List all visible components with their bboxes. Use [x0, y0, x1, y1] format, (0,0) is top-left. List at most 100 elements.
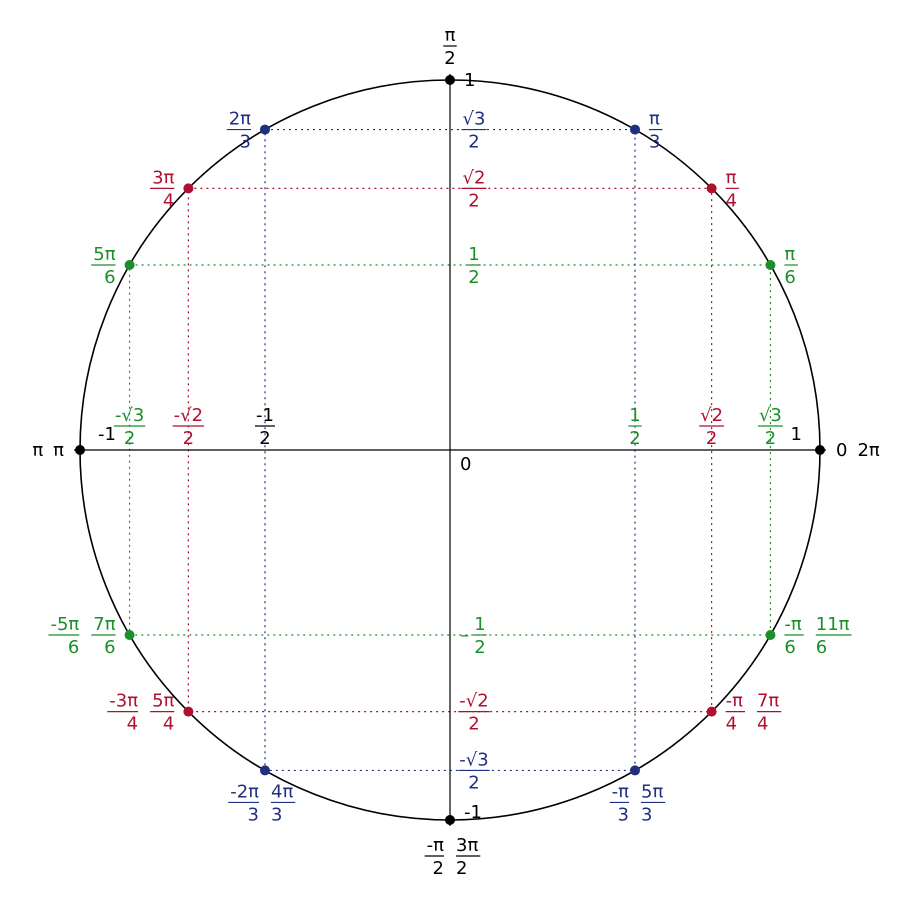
angle-frac: 4π3 — [271, 781, 295, 825]
axis-dot — [445, 815, 455, 825]
frac-den: 2 — [468, 714, 479, 735]
y-axis-frac: √32 — [462, 109, 487, 153]
angle-frac: -π6 — [784, 614, 803, 658]
frac-den: 2 — [124, 428, 135, 449]
angle-frac: -π4 — [726, 691, 745, 735]
angle-frac: 7π4 — [757, 691, 781, 735]
circle-point — [260, 125, 270, 135]
frac-den: 6 — [104, 637, 115, 658]
frac-num: √3 — [759, 405, 782, 426]
frac-num: √2 — [700, 405, 723, 426]
circle-point — [707, 183, 717, 193]
axis-dot — [445, 75, 455, 85]
frac-den: 3 — [240, 132, 251, 153]
frac-num: π — [784, 244, 795, 265]
frac-num: 11π — [816, 614, 850, 635]
angle-frac: 11π6 — [816, 614, 852, 658]
frac-num: -√2 — [459, 691, 488, 712]
angle-frac: 2π3 — [227, 109, 251, 153]
origin-label: 0 — [460, 454, 471, 475]
frac-den: 2 — [706, 428, 717, 449]
frac-num: -√2 — [174, 405, 203, 426]
frac-den: 6 — [816, 637, 827, 658]
frac-num: -√3 — [459, 749, 488, 770]
frac-num: -5π — [50, 614, 79, 635]
frac-num: 1 — [629, 405, 640, 426]
angle-frac: 7π6 — [91, 614, 115, 658]
frac-den: 2 — [629, 428, 640, 449]
axis-dot — [815, 445, 825, 455]
frac-den: 4 — [163, 190, 174, 211]
circle-point — [183, 183, 193, 193]
frac-den: 2 — [444, 48, 455, 69]
axis-coord-label: 1 — [464, 70, 475, 91]
circle-point — [125, 260, 135, 270]
frac-den: 4 — [757, 714, 768, 735]
angle-frac: 3π2 — [456, 835, 480, 879]
y-axis-frac: 12 — [467, 244, 480, 288]
frac-den: 3 — [271, 804, 282, 825]
frac-den: 6 — [784, 267, 795, 288]
frac-num: π — [445, 25, 456, 46]
angle-frac: 5π4 — [150, 691, 174, 735]
frac-num: -3π — [109, 691, 138, 712]
frac-den: 4 — [127, 714, 138, 735]
frac-num: 4π — [271, 781, 293, 802]
frac-den: 2 — [468, 190, 479, 211]
frac-num: -π — [427, 835, 444, 856]
frac-den: 3 — [618, 804, 629, 825]
frac-den: 2 — [183, 428, 194, 449]
frac-den: 2 — [259, 428, 270, 449]
angle-frac: -3π4 — [107, 691, 138, 735]
frac-den: 3 — [649, 132, 660, 153]
frac-num: √3 — [463, 109, 486, 130]
frac-den: 2 — [468, 772, 479, 793]
angle-frac: 3π4 — [150, 167, 174, 211]
angle-frac: -2π3 — [228, 781, 259, 825]
circle-point — [630, 125, 640, 135]
frac-num: 3π — [456, 835, 478, 856]
circle-point — [125, 630, 135, 640]
x-axis-frac: -√32 — [114, 405, 145, 449]
frac-num: -π — [726, 691, 743, 712]
frac-num: 7π — [93, 614, 115, 635]
frac-den: 4 — [726, 714, 737, 735]
circle-point — [183, 707, 193, 717]
frac-num: 1 — [474, 614, 485, 635]
angle-frac: π4 — [726, 167, 739, 211]
axis-dot — [75, 445, 85, 455]
x-axis-frac: √22 — [699, 405, 724, 449]
frac-num: -1 — [256, 405, 274, 426]
circle-point — [260, 765, 270, 775]
frac-num: 3π — [152, 167, 174, 188]
angle-frac: π2 — [443, 25, 456, 69]
frac-num: π — [726, 167, 737, 188]
y-axis-frac: √22 — [462, 167, 487, 211]
circle-point — [630, 765, 640, 775]
angle-frac: -π2 — [425, 835, 444, 879]
angle-label: π — [53, 440, 64, 461]
frac-num: 5π — [93, 244, 115, 265]
frac-den: 2 — [765, 428, 776, 449]
frac-num: π — [649, 109, 660, 130]
angle-label: π — [32, 440, 43, 461]
frac-den: 2 — [433, 858, 444, 879]
frac-num: 2π — [229, 109, 251, 130]
angle-frac: π3 — [649, 109, 662, 153]
neg-sign: – — [460, 625, 469, 646]
y-axis-frac: -√22 — [458, 691, 489, 735]
frac-num: 5π — [152, 691, 174, 712]
circle-point — [765, 630, 775, 640]
frac-den: 4 — [163, 714, 174, 735]
angle-frac: 5π6 — [91, 244, 115, 288]
frac-num: -π — [612, 781, 629, 802]
frac-num: -2π — [230, 781, 259, 802]
axis-coord-label: -1 — [98, 424, 116, 445]
angle-label: 0 — [836, 440, 847, 461]
angle-label: 2π — [857, 440, 879, 461]
frac-den: 2 — [474, 637, 485, 658]
frac-den: 2 — [468, 132, 479, 153]
angle-frac: 5π3 — [641, 781, 665, 825]
axis-coord-label: 1 — [791, 424, 802, 445]
circle-point — [765, 260, 775, 270]
